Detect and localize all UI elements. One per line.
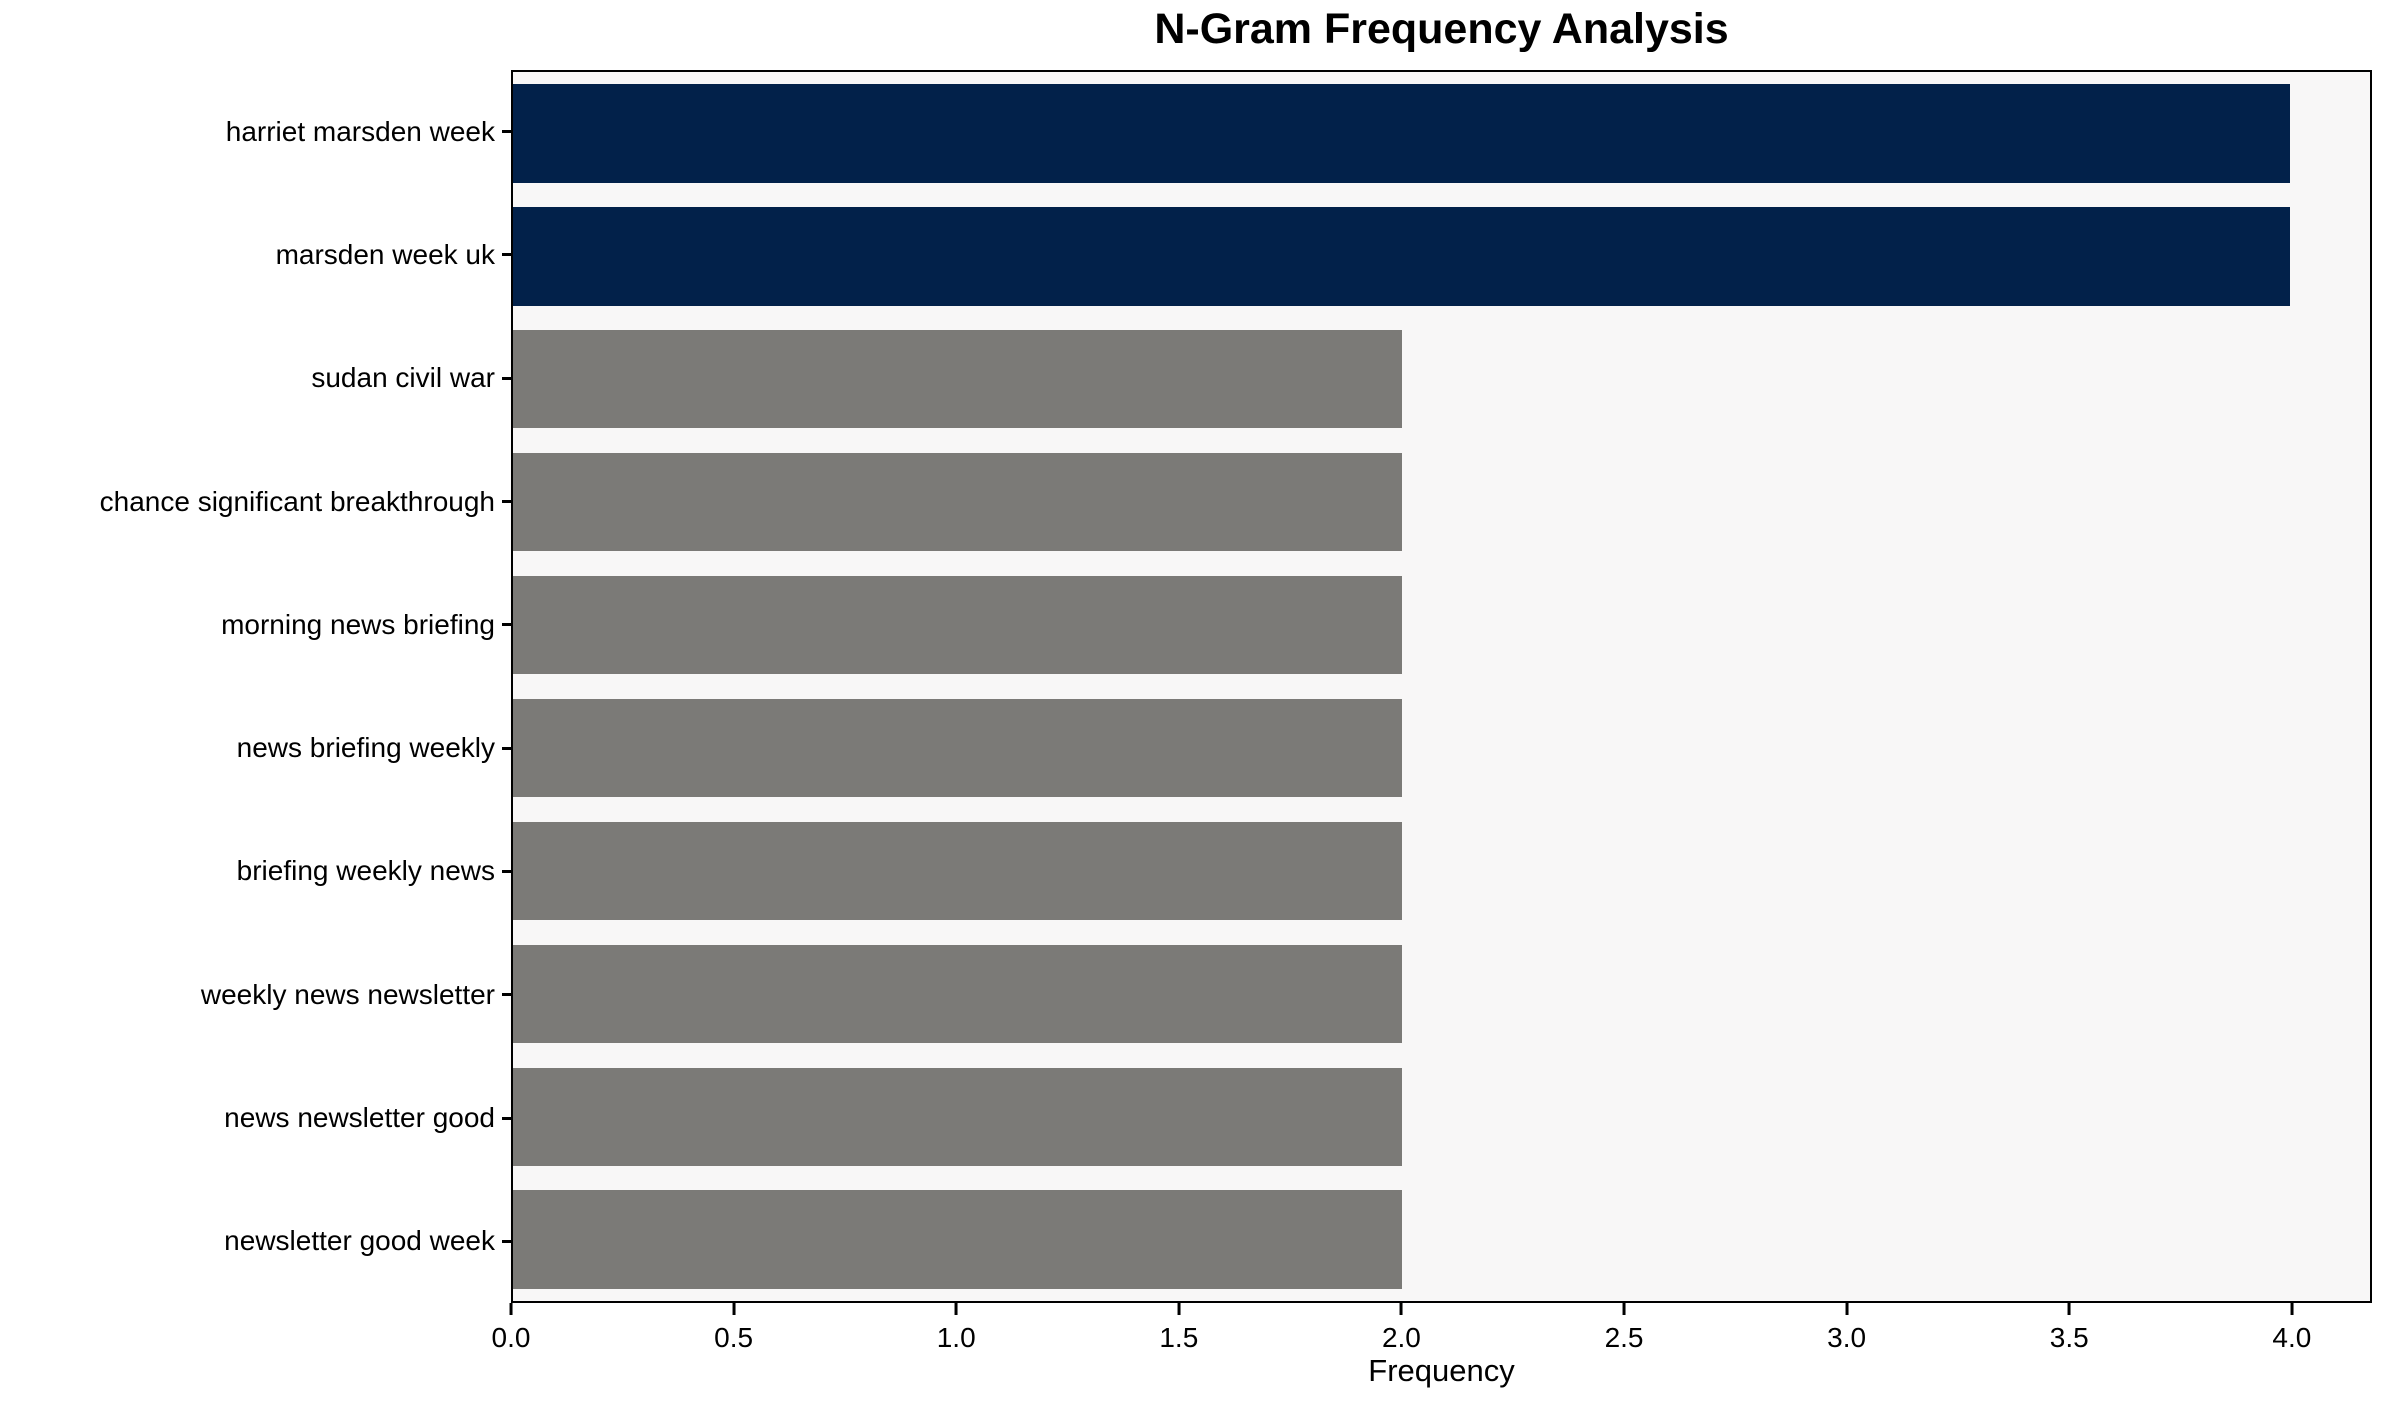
y-tick-label: harriet marsden week bbox=[225, 115, 495, 147]
bar-news-briefing-weekly bbox=[513, 698, 1402, 798]
x-tick: 1.5 bbox=[1159, 1303, 1198, 1354]
x-tick: 4.0 bbox=[2272, 1303, 2311, 1354]
bar-chance-significant-breakthrough bbox=[513, 453, 1402, 552]
x-tick: 1.0 bbox=[937, 1303, 976, 1354]
y-tick-mark bbox=[502, 500, 511, 504]
y-tick-row: news newsletter good bbox=[0, 1056, 511, 1179]
y-tick-row: weekly news newsletter bbox=[0, 933, 511, 1056]
y-axis-labels: harriet marsden week marsden week uk sudan… bbox=[0, 70, 511, 1303]
y-tick-row: news briefing weekly bbox=[0, 686, 511, 809]
y-tick-label: morning news briefing bbox=[221, 608, 495, 640]
bar-row bbox=[513, 1055, 2370, 1178]
bar-row bbox=[513, 564, 2370, 687]
y-tick-mark bbox=[502, 993, 511, 997]
y-tick-row: harriet marsden week bbox=[0, 70, 511, 193]
y-tick-label: marsden week uk bbox=[275, 238, 495, 270]
x-tick-mark bbox=[1399, 1303, 1403, 1315]
x-tick: 2.0 bbox=[1382, 1303, 1421, 1354]
bar-news-newsletter-good bbox=[513, 1067, 1402, 1166]
bar-row bbox=[513, 72, 2370, 195]
y-tick-label: chance significant breakthrough bbox=[99, 485, 495, 517]
bar-row bbox=[513, 932, 2370, 1055]
bar-marsden-week-uk bbox=[513, 207, 2291, 306]
y-tick-mark bbox=[502, 130, 511, 134]
bar-harriet-marsden-week bbox=[513, 84, 2291, 183]
y-tick-mark bbox=[502, 1239, 511, 1243]
x-axis-ticks: 0.0 0.5 1.0 1.5 2.0 2.5 3.0 3.5 4.0 bbox=[492, 1303, 2372, 1373]
y-tick-label: news newsletter good bbox=[224, 1102, 495, 1134]
x-tick-label: 3.0 bbox=[1827, 1322, 1867, 1353]
chart-title: N-Gram Frequency Analysis bbox=[1154, 5, 1729, 53]
x-tick: 0.0 bbox=[491, 1303, 531, 1354]
x-tick: 0.5 bbox=[714, 1303, 753, 1354]
bar-row bbox=[513, 441, 2370, 564]
x-tick-mark bbox=[1622, 1303, 1626, 1315]
x-tick-mark bbox=[2067, 1303, 2071, 1315]
y-tick-label: briefing weekly news bbox=[236, 855, 495, 887]
x-tick-label: 0.5 bbox=[714, 1322, 754, 1353]
y-tick-row: marsden week uk bbox=[0, 193, 511, 316]
x-axis-title: Frequency bbox=[1368, 1353, 1515, 1388]
x-tick-label: 0.0 bbox=[491, 1322, 531, 1353]
x-tick: 3.0 bbox=[1827, 1303, 1866, 1354]
y-tick-mark bbox=[502, 1116, 511, 1120]
x-tick: 2.5 bbox=[1605, 1303, 1644, 1354]
x-tick-label: 1.0 bbox=[936, 1322, 976, 1353]
bar-morning-news-briefing bbox=[513, 575, 1402, 675]
x-tick-label: 4.0 bbox=[2272, 1322, 2312, 1353]
plot-area bbox=[511, 70, 2372, 1303]
x-tick-label: 2.0 bbox=[1381, 1322, 1421, 1353]
y-tick-mark bbox=[502, 253, 511, 257]
x-tick-label: 2.5 bbox=[1604, 1322, 1644, 1353]
bar-row bbox=[513, 809, 2370, 932]
bar-row bbox=[513, 687, 2370, 810]
x-tick-mark bbox=[732, 1303, 736, 1315]
x-tick-mark bbox=[954, 1303, 958, 1315]
bar-row bbox=[513, 318, 2370, 441]
y-tick-row: newsletter good week bbox=[0, 1180, 511, 1303]
x-tick-mark bbox=[509, 1303, 513, 1315]
y-tick-mark bbox=[502, 869, 511, 873]
y-tick-row: sudan civil war bbox=[0, 317, 511, 440]
y-tick-row: chance significant breakthrough bbox=[0, 440, 511, 563]
y-tick-label: weekly news newsletter bbox=[200, 978, 495, 1010]
x-tick: 3.5 bbox=[2050, 1303, 2089, 1354]
x-tick-label: 1.5 bbox=[1159, 1322, 1199, 1353]
bar-sudan-civil-war bbox=[513, 330, 1402, 429]
y-tick-mark bbox=[502, 746, 511, 750]
y-tick-mark bbox=[502, 376, 511, 380]
bar-row bbox=[513, 1178, 2370, 1301]
x-tick-mark bbox=[1845, 1303, 1849, 1315]
y-tick-row: briefing weekly news bbox=[0, 810, 511, 933]
y-tick-row: morning news briefing bbox=[0, 563, 511, 686]
x-tick-mark bbox=[1177, 1303, 1181, 1315]
x-tick-label: 3.5 bbox=[2049, 1322, 2089, 1353]
y-tick-mark bbox=[502, 623, 511, 627]
bar-row bbox=[513, 195, 2370, 318]
bar-briefing-weekly-news bbox=[513, 821, 1402, 921]
y-tick-label: newsletter good week bbox=[224, 1225, 495, 1257]
bar-weekly-news-newsletter bbox=[513, 944, 1402, 1043]
y-tick-label: sudan civil war bbox=[311, 362, 495, 394]
y-tick-label: news briefing weekly bbox=[236, 732, 495, 764]
x-tick-mark bbox=[2290, 1303, 2294, 1315]
bar-newsletter-good-week bbox=[513, 1190, 1402, 1289]
